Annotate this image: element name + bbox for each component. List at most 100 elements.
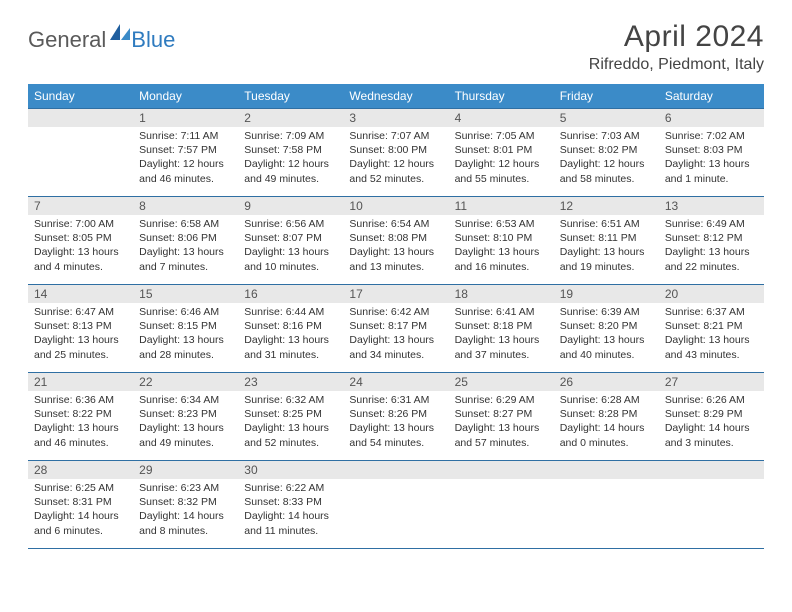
day-cell: 12Sunrise: 6:51 AMSunset: 8:11 PMDayligh… — [554, 197, 659, 285]
day-info-line: Sunset: 7:57 PM — [139, 143, 232, 157]
day-cell: 2Sunrise: 7:09 AMSunset: 7:58 PMDaylight… — [238, 109, 343, 197]
day-info-line: Daylight: 13 hours — [349, 245, 442, 259]
day-info-line: and 46 minutes. — [34, 436, 127, 450]
day-number: 20 — [659, 285, 764, 303]
day-info-line: Daylight: 13 hours — [455, 333, 548, 347]
day-info-line: Daylight: 13 hours — [139, 245, 232, 259]
calendar-body: 1Sunrise: 7:11 AMSunset: 7:57 PMDaylight… — [28, 109, 764, 549]
day-info-line: and 34 minutes. — [349, 348, 442, 362]
day-info-line: Daylight: 12 hours — [139, 157, 232, 171]
day-number: 4 — [449, 109, 554, 127]
day-number: 21 — [28, 373, 133, 391]
day-cell: 3Sunrise: 7:07 AMSunset: 8:00 PMDaylight… — [343, 109, 448, 197]
day-number: 15 — [133, 285, 238, 303]
weekday-header: Saturday — [659, 84, 764, 109]
day-info-line: Sunrise: 6:28 AM — [560, 393, 653, 407]
day-number: 30 — [238, 461, 343, 479]
day-cell: 10Sunrise: 6:54 AMSunset: 8:08 PMDayligh… — [343, 197, 448, 285]
day-cell: 9Sunrise: 6:56 AMSunset: 8:07 PMDaylight… — [238, 197, 343, 285]
day-info-line: Sunset: 8:00 PM — [349, 143, 442, 157]
day-cell: 28Sunrise: 6:25 AMSunset: 8:31 PMDayligh… — [28, 461, 133, 549]
day-cell: 15Sunrise: 6:46 AMSunset: 8:15 PMDayligh… — [133, 285, 238, 373]
week-row: 1Sunrise: 7:11 AMSunset: 7:57 PMDaylight… — [28, 109, 764, 197]
day-cell: 16Sunrise: 6:44 AMSunset: 8:16 PMDayligh… — [238, 285, 343, 373]
day-info-line: and 52 minutes. — [349, 172, 442, 186]
empty-cell — [343, 461, 448, 549]
day-info-line: Sunrise: 6:47 AM — [34, 305, 127, 319]
day-info-line: and 7 minutes. — [139, 260, 232, 274]
day-info-line: Sunrise: 6:36 AM — [34, 393, 127, 407]
day-info-line: and 40 minutes. — [560, 348, 653, 362]
day-info-line: Daylight: 14 hours — [560, 421, 653, 435]
day-info-line: Sunset: 8:22 PM — [34, 407, 127, 421]
location: Rifreddo, Piedmont, Italy — [589, 56, 764, 74]
day-cell: 20Sunrise: 6:37 AMSunset: 8:21 PMDayligh… — [659, 285, 764, 373]
empty-cell — [28, 109, 133, 197]
day-number: 3 — [343, 109, 448, 127]
empty-day-number — [659, 461, 764, 479]
day-info-line: Sunset: 8:02 PM — [560, 143, 653, 157]
day-cell: 22Sunrise: 6:34 AMSunset: 8:23 PMDayligh… — [133, 373, 238, 461]
day-info-line: Daylight: 13 hours — [665, 157, 758, 171]
day-info-line: and 1 minute. — [665, 172, 758, 186]
day-info-line: and 8 minutes. — [139, 524, 232, 538]
day-info-line: Sunrise: 6:58 AM — [139, 217, 232, 231]
day-number: 26 — [554, 373, 659, 391]
day-info-line: Sunset: 8:01 PM — [455, 143, 548, 157]
day-info-line: and 28 minutes. — [139, 348, 232, 362]
day-info-line: and 6 minutes. — [34, 524, 127, 538]
day-info-line: Sunrise: 6:46 AM — [139, 305, 232, 319]
day-info-line: Daylight: 13 hours — [455, 421, 548, 435]
day-info-line: Sunset: 8:15 PM — [139, 319, 232, 333]
day-number: 28 — [28, 461, 133, 479]
day-info-line: Daylight: 12 hours — [455, 157, 548, 171]
day-info-line: Sunrise: 6:53 AM — [455, 217, 548, 231]
day-info-line: Sunset: 8:20 PM — [560, 319, 653, 333]
day-info-line: Daylight: 13 hours — [244, 333, 337, 347]
day-info-line: and 58 minutes. — [560, 172, 653, 186]
day-info-line: and 0 minutes. — [560, 436, 653, 450]
day-info-line: Daylight: 13 hours — [34, 245, 127, 259]
day-info-line: Sunrise: 6:34 AM — [139, 393, 232, 407]
day-info-line: and 13 minutes. — [349, 260, 442, 274]
day-info-line: Sunrise: 6:25 AM — [34, 481, 127, 495]
day-number: 10 — [343, 197, 448, 215]
day-number: 27 — [659, 373, 764, 391]
day-cell: 25Sunrise: 6:29 AMSunset: 8:27 PMDayligh… — [449, 373, 554, 461]
day-info-line: and 37 minutes. — [455, 348, 548, 362]
day-number: 25 — [449, 373, 554, 391]
day-info-line: and 3 minutes. — [665, 436, 758, 450]
day-info-line: Sunrise: 6:39 AM — [560, 305, 653, 319]
day-number: 17 — [343, 285, 448, 303]
day-info-line: Sunset: 8:28 PM — [560, 407, 653, 421]
day-cell: 17Sunrise: 6:42 AMSunset: 8:17 PMDayligh… — [343, 285, 448, 373]
day-info-line: and 19 minutes. — [560, 260, 653, 274]
empty-day-number — [449, 461, 554, 479]
day-info-line: Sunset: 8:10 PM — [455, 231, 548, 245]
day-info-line: Sunset: 8:31 PM — [34, 495, 127, 509]
day-info-line: and 57 minutes. — [455, 436, 548, 450]
day-info-line: Sunrise: 6:44 AM — [244, 305, 337, 319]
weekday-header: Sunday — [28, 84, 133, 109]
day-number: 19 — [554, 285, 659, 303]
week-row: 28Sunrise: 6:25 AMSunset: 8:31 PMDayligh… — [28, 461, 764, 549]
weekday-header: Tuesday — [238, 84, 343, 109]
day-number: 18 — [449, 285, 554, 303]
day-info-line: and 10 minutes. — [244, 260, 337, 274]
day-number: 12 — [554, 197, 659, 215]
day-cell: 6Sunrise: 7:02 AMSunset: 8:03 PMDaylight… — [659, 109, 764, 197]
weekday-header: Thursday — [449, 84, 554, 109]
day-cell: 11Sunrise: 6:53 AMSunset: 8:10 PMDayligh… — [449, 197, 554, 285]
day-info-line: and 46 minutes. — [139, 172, 232, 186]
day-info-line: Sunrise: 6:23 AM — [139, 481, 232, 495]
day-cell: 13Sunrise: 6:49 AMSunset: 8:12 PMDayligh… — [659, 197, 764, 285]
day-info-line: Daylight: 13 hours — [455, 245, 548, 259]
day-info-line: Sunrise: 6:49 AM — [665, 217, 758, 231]
logo-sail-icon — [110, 24, 130, 45]
day-info-line: and 52 minutes. — [244, 436, 337, 450]
day-info-line: Sunrise: 6:22 AM — [244, 481, 337, 495]
calendar-page: General Blue April 2024 Rifreddo, Piedmo… — [0, 0, 792, 549]
day-info-line: and 11 minutes. — [244, 524, 337, 538]
day-info-line: Sunset: 8:32 PM — [139, 495, 232, 509]
day-info-line: and 43 minutes. — [665, 348, 758, 362]
